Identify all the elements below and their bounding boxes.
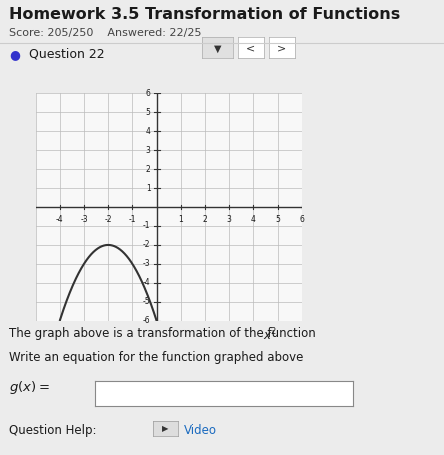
Text: 2: 2	[202, 215, 207, 223]
Text: 5: 5	[275, 215, 280, 223]
Text: -6: -6	[143, 316, 151, 325]
Text: 1: 1	[178, 215, 183, 223]
Text: -5: -5	[143, 297, 151, 306]
Text: 2: 2	[146, 165, 151, 174]
Text: 1: 1	[146, 183, 151, 192]
Text: -3: -3	[80, 215, 88, 223]
Text: 3: 3	[227, 215, 232, 223]
Text: -2: -2	[143, 240, 151, 249]
Text: -4: -4	[143, 278, 151, 288]
Text: -1: -1	[129, 215, 136, 223]
Text: 4: 4	[146, 126, 151, 136]
Text: Homework 3.5 Transformation of Functions: Homework 3.5 Transformation of Functions	[9, 7, 400, 22]
Text: 4: 4	[251, 215, 256, 223]
Text: $g(x) =$: $g(x) =$	[9, 379, 50, 395]
Text: Write an equation for the function graphed above: Write an equation for the function graph…	[9, 351, 303, 364]
Text: >: >	[278, 44, 286, 54]
Text: Question 22: Question 22	[29, 48, 104, 61]
Text: -1: -1	[143, 222, 151, 231]
Text: ▼: ▼	[214, 44, 221, 54]
Text: -2: -2	[104, 215, 112, 223]
Text: <: <	[246, 44, 255, 54]
Text: The graph above is a transformation of the function: The graph above is a transformation of t…	[9, 327, 319, 340]
Text: -3: -3	[143, 259, 151, 268]
Text: Score: 205/250    Answered: 22/25: Score: 205/250 Answered: 22/25	[9, 28, 202, 38]
Text: 6: 6	[146, 89, 151, 98]
Text: -4: -4	[56, 215, 63, 223]
Text: Video: Video	[184, 424, 217, 437]
Text: 3: 3	[146, 146, 151, 155]
Text: $x^2$: $x^2$	[263, 327, 278, 343]
Text: Question Help:: Question Help:	[9, 424, 96, 437]
Text: 5: 5	[146, 108, 151, 117]
Text: 6: 6	[300, 215, 304, 223]
Text: ▶: ▶	[162, 424, 169, 433]
Text: ●: ●	[9, 48, 20, 61]
